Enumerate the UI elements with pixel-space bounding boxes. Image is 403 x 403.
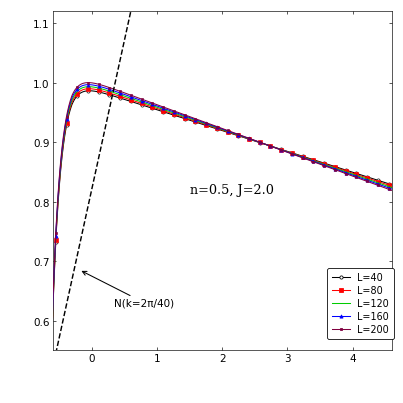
Text: n=0.5, J=2.0: n=0.5, J=2.0 bbox=[189, 184, 273, 197]
Legend: L=40, L=80, L=120, L=160, L=200: L=40, L=80, L=120, L=160, L=200 bbox=[327, 268, 393, 339]
Text: N(k=2π/40): N(k=2π/40) bbox=[82, 272, 174, 308]
